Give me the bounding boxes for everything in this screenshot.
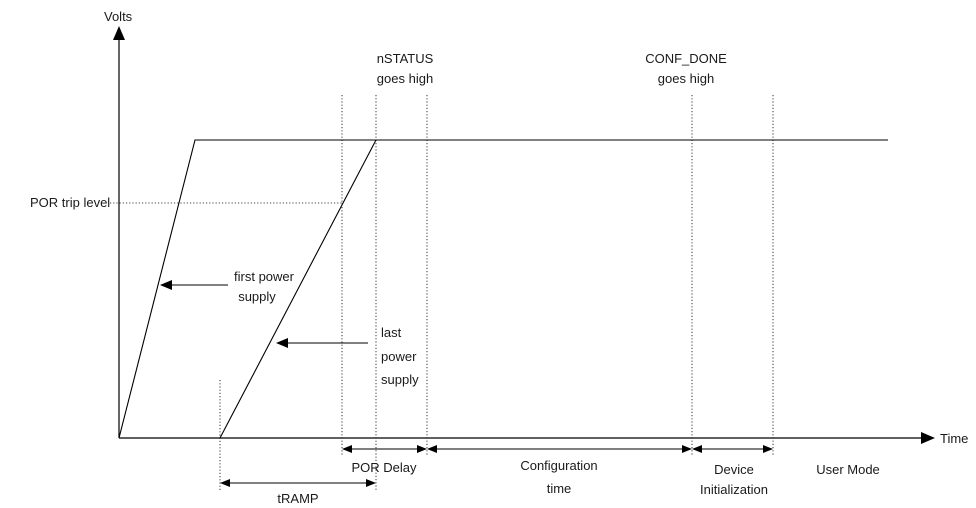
x-axis-arrowhead bbox=[921, 432, 935, 444]
device-init-arrowhead-right bbox=[763, 445, 773, 453]
nstatus-label-line2: goes high bbox=[377, 71, 433, 86]
por-delay-arrowhead-right bbox=[417, 445, 427, 453]
last-supply-label-line2: power bbox=[381, 349, 417, 364]
por-delay-arrowhead-left bbox=[342, 445, 352, 453]
tramp-arrowhead-right bbox=[366, 479, 376, 487]
x-axis-label: Time bbox=[940, 431, 968, 446]
tramp-label: tRAMP bbox=[277, 491, 318, 506]
configuration-label-line2: time bbox=[547, 481, 572, 496]
last-supply-pointer-arrowhead bbox=[276, 338, 288, 348]
por-trip-level-label: POR trip level bbox=[30, 195, 110, 210]
device-init-arrowhead-left bbox=[692, 445, 702, 453]
configuration-label-line1: Configuration bbox=[520, 458, 597, 473]
configuration-arrowhead-left bbox=[427, 445, 437, 453]
last-supply-label-line3: supply bbox=[381, 372, 419, 387]
first-supply-label-line2: supply bbox=[238, 289, 276, 304]
device-init-label-line2: Initialization bbox=[700, 482, 768, 497]
first-power-supply-curve bbox=[118, 139, 888, 439]
first-supply-pointer-arrowhead bbox=[160, 280, 172, 290]
tramp-arrowhead-left bbox=[220, 479, 230, 487]
device-init-label-line1: Device bbox=[714, 462, 754, 477]
nstatus-label-line1: nSTATUS bbox=[377, 51, 434, 66]
y-axis-label: Volts bbox=[104, 9, 133, 24]
last-supply-label-line1: last bbox=[381, 325, 402, 340]
conf-done-label-line2: goes high bbox=[658, 71, 714, 86]
last-power-supply-curve bbox=[219, 139, 377, 439]
conf-done-label-line1: CONF_DONE bbox=[645, 51, 727, 66]
por-delay-label: POR Delay bbox=[351, 460, 417, 475]
y-axis-arrowhead bbox=[113, 26, 125, 40]
first-supply-label-line1: first power bbox=[234, 269, 295, 284]
user-mode-label: User Mode bbox=[816, 462, 880, 477]
configuration-arrowhead-right bbox=[682, 445, 692, 453]
